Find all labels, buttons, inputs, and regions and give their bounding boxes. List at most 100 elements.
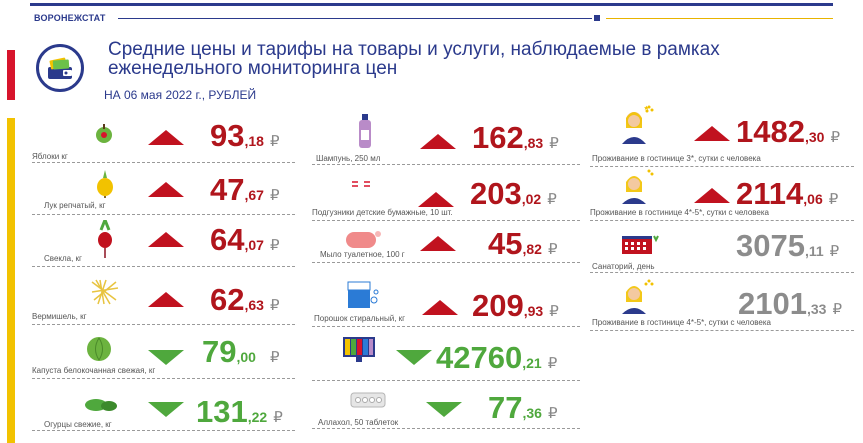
price-item-apples: Яблоки кг 93,18 ₽ — [30, 116, 295, 166]
price-item-vermicelli: Вермишель, кг 62,63 ₽ — [30, 274, 295, 330]
ruble-icon: ₽ — [547, 405, 558, 422]
sanatorium-icon — [620, 232, 660, 261]
item-label: Проживание в гостинице 3*, сутки с челов… — [592, 154, 761, 163]
price-item-shampoo: Шампунь, 250 мл 162,83 ₽ — [312, 114, 580, 166]
trend-up-icon — [148, 232, 184, 247]
trend-up-icon — [148, 292, 184, 307]
item-price: 1482,30 ₽ — [736, 114, 840, 149]
shampoo-icon — [356, 114, 374, 155]
item-divider — [32, 214, 295, 215]
item-label: Проживание в гостинице 4*-5*, сутки с че… — [592, 318, 771, 327]
ruble-icon: ₽ — [830, 129, 840, 146]
item-price: 62,63 ₽ — [210, 282, 280, 317]
price-item-soap: Мыло туалетное, 100 г 45,82 ₽ — [312, 226, 580, 276]
item-divider — [32, 266, 295, 267]
item-price: 3075,11 ₽ — [736, 228, 840, 263]
item-divider — [312, 220, 580, 221]
item-price: 209,93 ₽ — [472, 288, 559, 323]
item-price: 47,67 ₽ — [210, 172, 280, 207]
item-label: Шампунь, 250 мл — [316, 154, 381, 163]
item-divider — [312, 326, 580, 327]
item-divider — [32, 324, 295, 325]
item-price: 131,22 ₽ — [196, 394, 283, 429]
ruble-icon: ₽ — [549, 135, 559, 152]
detergent-icon — [346, 276, 380, 315]
item-divider — [32, 162, 295, 163]
item-price: 79,00 ₽ — [202, 334, 280, 369]
accent-gold-bar — [7, 118, 15, 443]
item-divider — [312, 428, 580, 429]
trend-up-icon — [422, 300, 458, 315]
price-item-detergent: Порошок стиральный, кг 209,93 ₽ — [312, 276, 580, 330]
ruble-icon: ₽ — [269, 187, 280, 204]
accent-red-bar — [7, 50, 15, 100]
page-title: Средние цены и тарифы на товары и услуги… — [108, 39, 720, 79]
trend-up-icon — [148, 130, 184, 145]
item-label: Подгузники детские бумажные, 10 шт. — [312, 208, 453, 217]
onion-icon — [96, 170, 114, 203]
item-label: Санаторий, день — [592, 262, 655, 271]
price-item-tv: 42760,21 ₽ — [312, 334, 580, 384]
item-label: Мыло туалетное, 100 г — [320, 250, 405, 259]
trend-down-icon — [148, 402, 184, 417]
item-price: 64,07 ₽ — [210, 222, 280, 257]
item-price: 162,83 ₽ — [472, 120, 559, 155]
item-divider — [32, 430, 295, 431]
price-item-hotel-3star: Проживание в гостинице 3*, сутки с челов… — [590, 104, 854, 167]
brand-name: ВОРОНЕЖСТАТ — [34, 13, 106, 23]
vermicelli-icon — [90, 278, 120, 311]
ruble-icon: ₽ — [832, 301, 842, 318]
ruble-icon: ₽ — [269, 133, 280, 150]
hotel-staff-icon — [620, 168, 654, 209]
price-item-sanatorium: Санаторий, день 3075,11 ₽ — [590, 226, 854, 276]
item-label: Порошок стиральный, кг — [314, 314, 406, 323]
trend-up-icon — [148, 182, 184, 197]
hotel-staff-icon — [620, 104, 654, 149]
item-divider — [590, 330, 854, 331]
hotel-staff-icon — [620, 278, 654, 319]
header-rule-marker — [594, 15, 600, 21]
item-price: 203,02 ₽ — [470, 176, 557, 211]
trend-up-icon — [694, 188, 730, 203]
price-item-diapers: Подгузники детские бумажные, 10 шт. 203,… — [312, 170, 580, 222]
price-item-hotel-45star-2: Проживание в гостинице 4*-5*, сутки с че… — [590, 274, 854, 334]
item-label: Свекла, кг — [44, 254, 82, 263]
ruble-icon: ₽ — [547, 355, 558, 372]
item-price: 2114,06 ₽ — [736, 176, 839, 211]
wallet-logo-icon — [36, 44, 84, 92]
item-label: Аллахол, 50 таблеток — [318, 418, 399, 427]
soap-icon — [344, 228, 382, 257]
item-divider — [312, 380, 580, 381]
trend-down-icon — [396, 350, 432, 365]
item-divider — [312, 164, 580, 165]
ruble-icon: ₽ — [269, 237, 280, 254]
trend-up-icon — [694, 126, 730, 141]
trend-up-icon — [420, 236, 456, 251]
item-label: Яблоки кг — [32, 152, 68, 161]
apple-icon — [94, 122, 114, 149]
diapers-icon — [350, 178, 378, 201]
item-price: 93,18 ₽ — [210, 118, 280, 153]
item-label: Проживание в гостинице 4*-5*, сутки с че… — [590, 208, 769, 217]
item-label: Огурцы свежие, кг — [44, 420, 112, 429]
ruble-icon: ₽ — [547, 241, 558, 258]
item-price: 2101,33 ₽ — [738, 286, 842, 321]
ruble-icon: ₽ — [547, 191, 557, 208]
price-item-beet: Свекла, кг 64,07 ₽ — [30, 219, 295, 270]
item-divider — [32, 378, 295, 379]
item-price: 77,36 ₽ — [488, 390, 558, 425]
header-rule-gold — [606, 18, 833, 19]
price-item-hotel-45star: Проживание в гостинице 4*-5*, сутки с че… — [590, 168, 854, 224]
trend-up-icon — [420, 134, 456, 149]
trend-down-icon — [426, 402, 462, 417]
ruble-icon: ₽ — [273, 409, 283, 426]
item-label: Лук репчатый, кг — [44, 201, 106, 210]
item-label: Капуста белокочанная свежая, кг — [32, 366, 156, 375]
page-subtitle: НА 06 мая 2022 г., РУБЛЕЙ — [104, 88, 257, 102]
item-divider — [590, 272, 854, 273]
ruble-icon: ₽ — [269, 297, 280, 314]
ruble-icon: ₽ — [829, 243, 840, 260]
price-item-onion: Лук репчатый, кг 47,67 ₽ — [30, 168, 295, 218]
ruble-icon: ₽ — [549, 303, 559, 320]
price-item-cucumber: Огурцы свежие, кг 131,22 ₽ — [30, 388, 295, 438]
